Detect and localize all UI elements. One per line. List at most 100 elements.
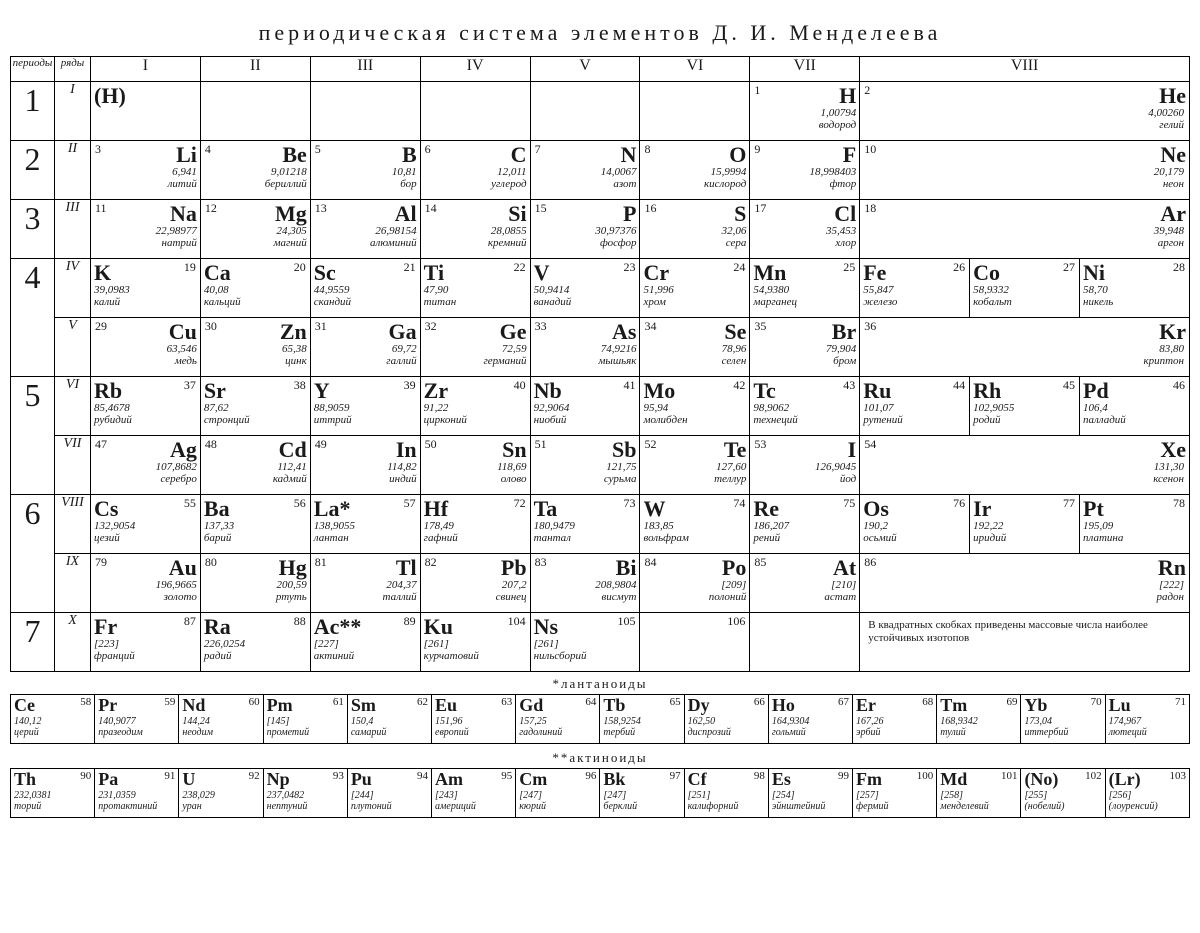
atomic-number: 20 — [294, 260, 306, 275]
element-symbol: Nd — [182, 695, 205, 715]
atomic-mass: 28,0855 — [424, 225, 527, 237]
series-cell: 96 Cm [247] кюрий — [516, 769, 600, 818]
element-cell: 77 Ir 192,22 иридий — [970, 495, 1080, 554]
element-name: сурьма — [534, 473, 637, 485]
element-(No): 102 (No) [255] (нобелий) — [1021, 769, 1104, 817]
table-row: 5VI 37 Rb 85,4678 рубидий 38 Sr 87,62 ст… — [11, 377, 1190, 436]
atomic-mass: 58,9332 — [973, 284, 1076, 296]
element-name: астат — [753, 591, 856, 603]
atomic-mass: 137,33 — [204, 520, 307, 532]
atomic-number: 69 — [1006, 696, 1017, 708]
element-name: тербий — [603, 727, 680, 738]
element-Ta: 73 Ta 180,9479 тантал — [531, 495, 640, 553]
grp-2: II — [200, 57, 310, 82]
element-Nb: 41 Nb 92,9064 ниобий — [531, 377, 640, 435]
element-Pm: 61 Pm [145] прометий — [264, 695, 347, 743]
element-O: 8 O 15,9994 кислород — [640, 141, 749, 199]
atomic-number: 33 — [535, 319, 547, 334]
atomic-number: 90 — [80, 770, 91, 782]
element-symbol: U — [182, 769, 195, 789]
atomic-mass: [261] — [424, 638, 527, 650]
element-name: водород — [753, 119, 856, 131]
atomic-number: 63 — [501, 696, 512, 708]
atomic-number: 74 — [733, 496, 745, 511]
element-symbol: Mn — [753, 262, 856, 284]
element-name: цезий — [94, 532, 197, 544]
atomic-mass: 157,25 — [519, 716, 596, 727]
element-Sm: 62 Sm 150,4 самарий — [348, 695, 431, 743]
atomic-number: 86 — [864, 555, 876, 570]
element-symbol: Sb — [534, 439, 637, 461]
element-Rh: 45 Rh 102,9055 родий — [970, 377, 1079, 435]
atomic-mass: 18,998403 — [753, 166, 856, 178]
element-name: иридий — [973, 532, 1076, 544]
atomic-number: 93 — [333, 770, 344, 782]
element-name: бериллий — [204, 178, 307, 190]
element-Kr: 36 Kr 83,80 криптон — [860, 318, 1189, 376]
element-cell: 45 Rh 102,9055 родий — [970, 377, 1080, 436]
element-name: ниобий — [534, 414, 637, 426]
element-name: йод — [753, 473, 856, 485]
element-name: селен — [643, 355, 746, 367]
element-Ku: 104 Ku [261] курчатовий — [421, 613, 530, 671]
element-B: 5 B 10,81 бор — [311, 141, 420, 199]
element-symbol: Ru — [863, 380, 966, 402]
element-Hg: 80 Hg 200,59 ртуть — [201, 554, 310, 612]
atomic-mass: 195,09 — [1083, 520, 1186, 532]
element-symbol: Pm — [267, 695, 293, 715]
grp-1: I — [91, 57, 201, 82]
element-symbol: Al — [314, 203, 417, 225]
element-cell: 80 Hg 200,59 ртуть — [200, 554, 310, 613]
atomic-mass: 91,22 — [424, 402, 527, 414]
element-symbol: Be — [204, 144, 307, 166]
element-Te: 52 Te 127,60 теллур — [640, 436, 749, 494]
element-name: скандий — [314, 296, 417, 308]
element-Ar: 18 Ar 39,948 аргон — [860, 200, 1189, 258]
atomic-number: 25 — [843, 260, 855, 275]
element-symbol: K — [94, 262, 197, 284]
atomic-number: 70 — [1091, 696, 1102, 708]
table-row: V 29 Cu 63,546 медь 30 Zn 65,38 цинк 31 … — [11, 318, 1190, 377]
atomic-mass: 196,9665 — [94, 579, 197, 591]
element-symbol: Au — [94, 557, 197, 579]
atomic-number: 19 — [184, 260, 196, 275]
element-Ho: 67 Ho 164,9304 гольмий — [769, 695, 852, 743]
atomic-number: 71 — [1175, 696, 1186, 708]
element-symbol: Sm — [351, 695, 376, 715]
element-symbol: Tl — [314, 557, 417, 579]
atomic-number: 17 — [754, 201, 766, 216]
element-symbol: Os — [863, 498, 966, 520]
element-cell-wide: 36 Kr 83,80 криптон — [860, 318, 1190, 377]
table-row: 2II 3 Li 6,941 литий 4 Be 9,01218 берилл… — [11, 141, 1190, 200]
atomic-number: 37 — [184, 378, 196, 393]
series-cell: 67 Ho 164,9304 гольмий — [768, 695, 852, 744]
element-Er: 68 Er 167,26 эрбий — [853, 695, 936, 743]
element-W: 74 W 183,85 вольфрам — [640, 495, 749, 553]
atomic-mass: 162,50 — [688, 716, 765, 727]
element-S: 16 S 32,06 сера — [640, 200, 749, 258]
element-cell: 73 Ta 180,9479 тантал — [530, 495, 640, 554]
element-cell-wide: 2 He 4,00260 гелий — [860, 82, 1190, 141]
element-name: прометий — [267, 727, 344, 738]
atomic-number: 85 — [754, 555, 766, 570]
element-Tm: 69 Tm 168,9342 тулий — [937, 695, 1020, 743]
atomic-mass: 174,967 — [1109, 716, 1186, 727]
table-row: 4IV 19 K 39,0983 калий 20 Ca 40,08 кальц… — [11, 259, 1190, 318]
element-name: гольмий — [772, 727, 849, 738]
element-Cd: 48 Cd 112,41 кадмий — [201, 436, 310, 494]
element-name: радий — [204, 650, 307, 662]
element-symbol: Th — [14, 769, 36, 789]
atomic-mass: 22,98977 — [94, 225, 197, 237]
element-Os: 76 Os 190,2 осьмий — [860, 495, 969, 553]
element-cell: 13 Al 26,98154 алюминий — [310, 200, 420, 259]
element-symbol: In — [314, 439, 417, 461]
series-cell: 63 Eu 151,96 европий — [432, 695, 516, 744]
grp-7: VII — [750, 57, 860, 82]
atomic-number: 103 — [1170, 770, 1187, 782]
series-cell: 92 U 238,029 уран — [179, 769, 263, 818]
atomic-mass: 39,948 — [863, 225, 1186, 237]
element-cell: 24 Cr 51,996 хром — [640, 259, 750, 318]
atomic-number: 76 — [953, 496, 965, 511]
element-name: алюминий — [314, 237, 417, 249]
hdr-rows: ряды — [55, 57, 91, 82]
